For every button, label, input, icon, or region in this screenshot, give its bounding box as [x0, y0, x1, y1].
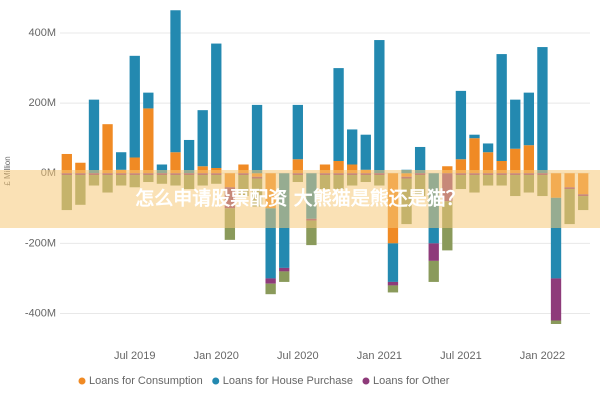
bar: [129, 55, 140, 158]
bar: [496, 54, 507, 161]
bar: [414, 146, 426, 174]
bar: [482, 143, 494, 153]
bar: [183, 139, 195, 174]
bar: [115, 152, 127, 170]
bar: [360, 134, 371, 170]
bar: [387, 285, 399, 293]
bar: [387, 281, 399, 286]
bar: [496, 160, 507, 174]
bar: [197, 166, 208, 174]
bar: [442, 166, 453, 174]
bar: [333, 160, 344, 174]
bar: [455, 90, 467, 160]
bar: [170, 152, 181, 174]
banner-text: 怎么申请股票配资 大熊猫是熊还是猫？: [135, 187, 465, 210]
x-tick-label: Jul 2019: [114, 350, 156, 362]
x-tick-label: Jul 2020: [277, 350, 319, 362]
bar: [550, 197, 562, 279]
y-tick-label: 200M: [28, 97, 56, 109]
y-tick-label: 400M: [28, 27, 56, 39]
x-tick-label: Jan 2021: [357, 350, 402, 362]
x-tick-label: Jul 2021: [440, 350, 482, 362]
bar: [428, 243, 439, 261]
bar: [279, 271, 290, 282]
bar: [238, 164, 249, 174]
legend-marker: [212, 377, 220, 385]
bar: [265, 278, 276, 284]
bar: [170, 10, 181, 153]
bar: [374, 40, 385, 174]
bar: [197, 110, 208, 167]
bar: [129, 157, 140, 174]
bar: [537, 47, 548, 174]
bar: [469, 138, 480, 174]
legend-label: Loans for Other: [373, 375, 450, 387]
legend-marker: [362, 377, 370, 385]
bar: [143, 92, 154, 109]
bar: [347, 129, 358, 165]
bar: [428, 260, 439, 282]
bar: [61, 153, 72, 174]
bar: [469, 134, 480, 139]
bar: [510, 99, 521, 149]
bar: [550, 278, 562, 321]
banner-background: [0, 170, 600, 228]
bar: [156, 164, 168, 174]
y-tick-label: -200M: [25, 237, 56, 249]
bar: [102, 124, 113, 174]
legend-label: Loans for House Purchase: [223, 375, 353, 387]
bar: [306, 220, 317, 246]
bar: [211, 43, 222, 168]
bar: [143, 108, 154, 174]
bar: [265, 208, 276, 279]
bar: [279, 267, 290, 272]
bar: [523, 92, 535, 146]
bar: [75, 162, 86, 174]
bar: [387, 243, 399, 282]
legend-label: Loans for Consumption: [89, 375, 203, 387]
bar: [523, 145, 535, 174]
y-tick-label: -400M: [25, 307, 56, 319]
legend-marker: [78, 377, 86, 385]
x-tick-label: Jan 2020: [194, 350, 239, 362]
bar: [88, 99, 100, 174]
bar: [292, 104, 303, 160]
bar: [251, 104, 263, 174]
bar: [510, 148, 521, 174]
bar: [347, 164, 358, 174]
bar: [482, 152, 494, 174]
bar: [319, 164, 331, 174]
bar: [455, 159, 467, 174]
bar: [333, 68, 344, 161]
bar: [550, 320, 562, 324]
bar: [292, 159, 303, 174]
x-tick-label: Jan 2022: [520, 350, 565, 362]
bar: [265, 283, 276, 295]
